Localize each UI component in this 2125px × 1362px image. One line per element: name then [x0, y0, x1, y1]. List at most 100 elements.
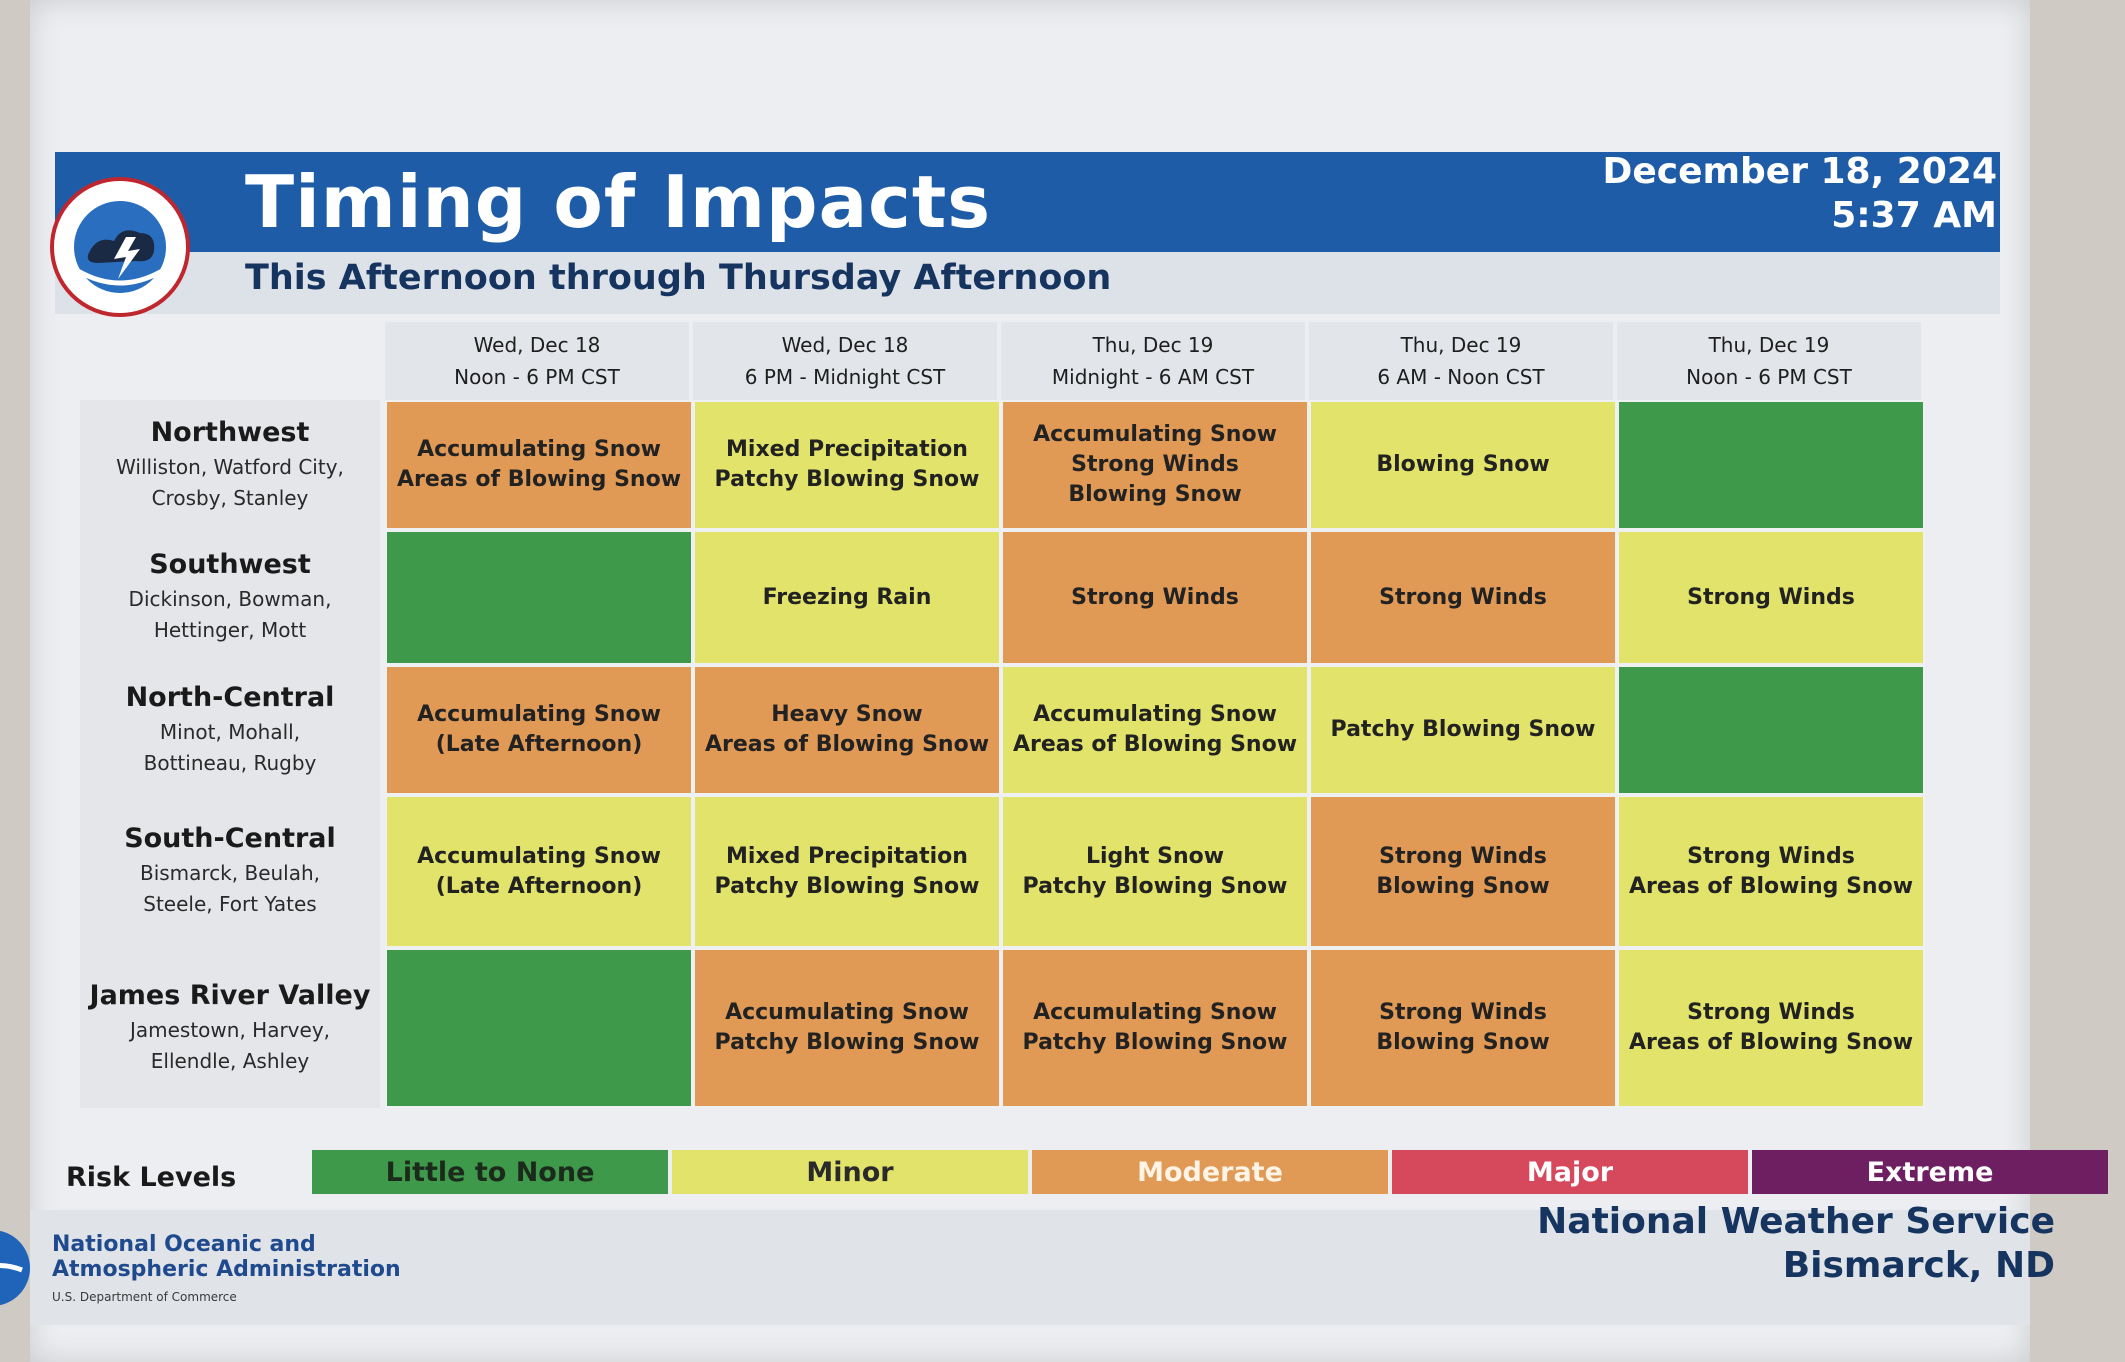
risk-level-swatch: Moderate	[1032, 1150, 1388, 1194]
impact-cell: Accumulating Snow (Late Afternoon)	[385, 665, 693, 795]
region-name: South-Central	[124, 823, 336, 854]
footer-bar	[30, 1210, 2030, 1325]
noaa-name: National Oceanic and Atmospheric Adminis…	[52, 1232, 401, 1282]
impact-text: Accumulating Snow	[725, 1000, 969, 1025]
impact-cell: Heavy Snow Areas of Blowing Snow	[693, 665, 1001, 795]
risk-levels-label: Risk Levels	[66, 1162, 237, 1193]
impact-cell	[1617, 400, 1925, 530]
impact-text: Accumulating Snow	[417, 702, 661, 727]
impact-cell: Strong Winds Blowing Snow	[1309, 948, 1617, 1108]
impact-text: Accumulating Snow	[1033, 1000, 1277, 1025]
risk-level-swatch: Extreme	[1752, 1150, 2108, 1194]
impact-text: Freezing Rain	[762, 584, 932, 610]
impact-cell: Strong Winds Blowing Snow	[1309, 795, 1617, 948]
impact-text: Light Snow	[1085, 843, 1225, 869]
impact-text: Patchy Blowing Snow	[1022, 873, 1288, 899]
impact-text: Strong Winds	[1071, 452, 1239, 477]
impact-text: Mixed Precipitation	[726, 437, 968, 462]
impact-text: Heavy Snow	[771, 702, 923, 727]
column-period: Noon - 6 PM CST	[1686, 365, 1852, 389]
noaa-logo-icon	[0, 1230, 30, 1306]
region-cities-line2: Hettinger, Mott	[153, 618, 307, 642]
column-day: Thu, Dec 19	[1092, 333, 1214, 357]
impact-cell: Accumulating Snow Strong Winds Blowing Sno…	[1001, 400, 1309, 530]
region-cities-line1: Minot, Mohall,	[159, 719, 301, 744]
column-day: Thu, Dec 19	[1708, 333, 1830, 357]
column-day: Wed, Dec 18	[473, 333, 601, 357]
impact-text: Mixed Precipitation	[726, 843, 968, 869]
impact-text: Strong Winds	[1687, 1000, 1855, 1025]
impact-cell	[385, 948, 693, 1108]
impact-text: Blowing Snow	[1068, 482, 1242, 507]
impact-cell: Patchy Blowing Snow	[1309, 665, 1617, 795]
impact-cell: Accumulating Snow (Late Afternoon)	[385, 795, 693, 948]
risk-level-swatch: Major	[1392, 1150, 1748, 1194]
impact-cell: Light Snow Patchy Blowing Snow	[1001, 795, 1309, 948]
impact-text: Blowing Snow	[1376, 1030, 1550, 1055]
impact-cell: Blowing Snow	[1309, 400, 1617, 530]
region-cities-line1: Dickinson, Bowman,	[128, 587, 332, 611]
impact-cell: Accumulating Snow Areas of Blowing Snow	[385, 400, 693, 530]
impact-text: Areas of Blowing Snow	[1012, 732, 1298, 757]
impact-text: Areas of Blowing Snow	[1628, 873, 1914, 899]
subtitle-bar	[55, 252, 2000, 314]
impact-text: Accumulating Snow	[417, 437, 661, 462]
impact-text: Patchy Blowing Snow	[714, 873, 980, 899]
column-header: Wed, Dec 18 Noon - 6 PM CST	[385, 322, 689, 400]
impact-text: Accumulating Snow	[1033, 422, 1277, 447]
impact-text: Blowing Snow	[1376, 452, 1550, 477]
column-header: Thu, Dec 19 Midnight - 6 AM CST	[1001, 322, 1305, 400]
impact-text: Patchy Blowing Snow	[714, 467, 980, 492]
impact-text: Blowing Snow	[1376, 873, 1550, 899]
impact-cell: Accumulating Snow Patchy Blowing Snow	[693, 948, 1001, 1108]
impact-cell	[385, 530, 693, 665]
impact-text: Patchy Blowing Snow	[1022, 1030, 1288, 1055]
column-header: Wed, Dec 18 6 PM - Midnight CST	[693, 322, 997, 400]
region-cities-line1: Williston, Watford City,	[116, 454, 344, 479]
impact-text: Accumulating Snow	[1033, 702, 1277, 727]
column-period: 6 AM - Noon CST	[1377, 365, 1545, 389]
column-period: Midnight - 6 AM CST	[1051, 365, 1255, 389]
impact-text: Strong Winds	[1071, 584, 1239, 610]
impact-text: (Late Afternoon)	[435, 873, 643, 899]
region-cities-line2: Bottineau, Rugby	[143, 750, 317, 775]
impact-text: Strong Winds	[1379, 584, 1547, 610]
impact-text: Strong Winds	[1687, 843, 1855, 869]
impact-cell	[1617, 665, 1925, 795]
region-name: Southwest	[149, 549, 311, 580]
row-header: Northwest Williston, Watford City, Crosby,…	[80, 400, 380, 530]
title-banner	[55, 152, 2000, 252]
impact-cell: Mixed Precipitation Patchy Blowing Snow	[693, 795, 1001, 948]
region-cities-line1: Bismarck, Beulah,	[139, 861, 321, 885]
nws-logo-icon	[50, 177, 190, 317]
impact-text: Strong Winds	[1687, 584, 1855, 610]
region-name: Northwest	[150, 416, 310, 448]
impact-cell: Strong Winds	[1617, 530, 1925, 665]
row-header: South-Central Bismarck, Beulah, Steele, Fo…	[80, 795, 380, 948]
risk-level-swatch: Little to None	[312, 1150, 668, 1194]
column-day: Wed, Dec 18	[781, 333, 909, 357]
impact-cell: Strong Winds Areas of Blowing Snow	[1617, 948, 1925, 1108]
region-cities-line2: Crosby, Stanley	[151, 485, 309, 510]
noaa-line2: Atmospheric Administration	[52, 1257, 401, 1282]
noaa-department: U.S. Department of Commerce	[52, 1290, 237, 1304]
nws-line1: National Weather Service	[1537, 1201, 2055, 1242]
impact-cell: Strong Winds	[1001, 530, 1309, 665]
column-header: Thu, Dec 19 Noon - 6 PM CST	[1617, 322, 1921, 400]
region-cities-line2: Ellendle, Ashley	[150, 1048, 310, 1073]
column-header: Thu, Dec 19 6 AM - Noon CST	[1309, 322, 1613, 400]
row-header: Southwest Dickinson, Bowman, Hettinger, Mo…	[80, 530, 380, 665]
nws-office: National Weather Service Bismarck, ND	[1537, 1200, 2055, 1288]
impact-text: Accumulating Snow	[417, 843, 661, 869]
column-day: Thu, Dec 19	[1400, 333, 1522, 357]
row-header: James River Valley Jamestown, Harvey, Elle…	[80, 948, 380, 1108]
impact-cell: Accumulating Snow Patchy Blowing Snow	[1001, 948, 1309, 1108]
impact-cell: Strong Winds	[1309, 530, 1617, 665]
region-name: James River Valley	[89, 979, 371, 1011]
impact-text: Areas of Blowing Snow	[704, 732, 990, 757]
region-name: North-Central	[125, 681, 335, 713]
impact-text: Areas of Blowing Snow	[1628, 1030, 1914, 1055]
noaa-line1: National Oceanic and	[52, 1232, 316, 1257]
issued-time: 5:37 AM	[1831, 195, 1997, 236]
page-subtitle: This Afternoon through Thursday Afternoo…	[245, 258, 1112, 298]
